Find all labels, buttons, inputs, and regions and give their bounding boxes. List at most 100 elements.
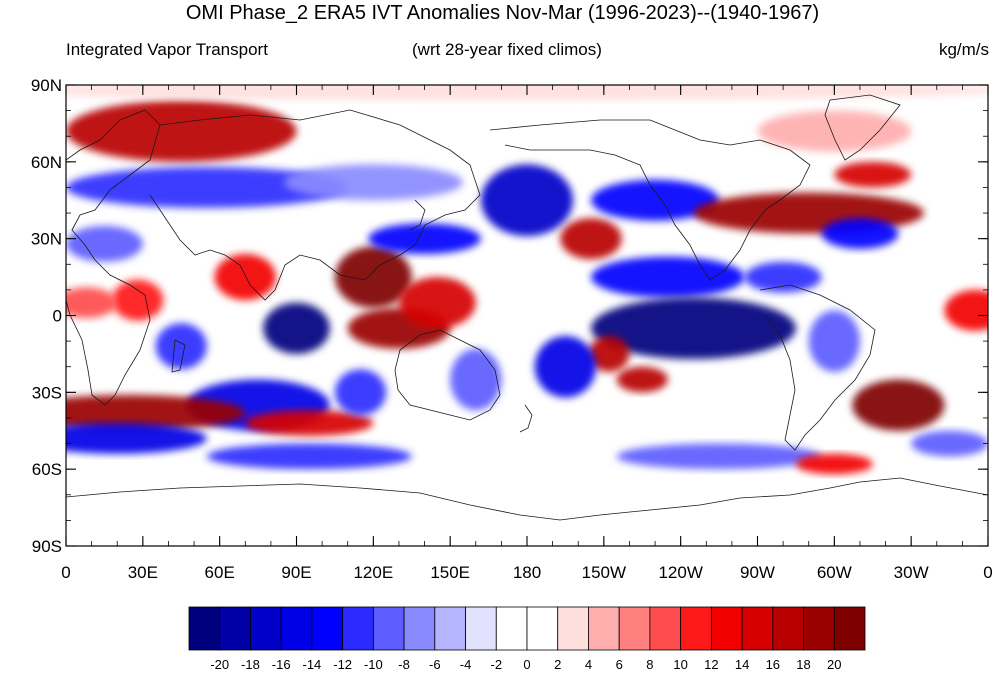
lon-tick-label: 150W (582, 563, 626, 582)
colorbar-label: -2 (490, 657, 502, 672)
anomaly-blob-10 (155, 323, 207, 370)
colorbar-label: 18 (796, 657, 810, 672)
anomaly-blob-15 (334, 246, 412, 308)
colorbar-label: 0 (523, 657, 530, 672)
units-label: kg/m/s (938, 40, 989, 59)
coast-north-america (489, 119, 811, 281)
colorbar (188, 606, 866, 651)
lat-tick-label: 30N (31, 230, 62, 249)
colorbar-label: 2 (554, 657, 561, 672)
anomaly-blob-23 (591, 179, 720, 221)
anomaly-blob-31 (834, 161, 912, 188)
left-subtitle: Integrated Vapor Transport (66, 40, 268, 59)
anomaly-blob-3 (283, 164, 463, 201)
anomaly-blob-35 (852, 379, 945, 431)
lat-tick-label: 60S (32, 460, 62, 479)
lon-tick-label: 30W (894, 563, 929, 582)
lat-tick-label: 90N (31, 76, 62, 95)
coast-australia (394, 329, 501, 421)
anomaly-blob-38 (911, 430, 988, 457)
colorbar-label: 8 (646, 657, 653, 672)
anomaly-blob-11 (66, 394, 246, 431)
colorbar-swatch (588, 606, 620, 651)
colorbar-swatch (680, 606, 712, 651)
colorbar-swatch (403, 606, 436, 651)
colorbar-label: -6 (429, 657, 441, 672)
lon-tick-label: 60E (205, 563, 235, 582)
lat-tick-label: 0 (53, 307, 62, 326)
colorbar-swatch (465, 606, 497, 651)
anomaly-blob-18 (368, 223, 481, 255)
lon-tick-label: 0 (61, 563, 70, 582)
lon-tick-label: 30E (128, 563, 158, 582)
center-subtitle: (wrt 28-year fixed climos) (412, 40, 602, 59)
anomaly-blob-39 (795, 453, 873, 475)
coast-japan (409, 199, 426, 231)
colorbar-swatch (803, 606, 835, 651)
colorbar-swatch (219, 606, 251, 651)
colorbar-label: -20 (210, 657, 229, 672)
anomaly-blob-28 (616, 366, 668, 393)
anomaly-blob-13 (206, 443, 412, 470)
colorbar-label: 6 (616, 657, 623, 672)
anomaly-blob-37 (944, 289, 988, 331)
colorbar-label: 4 (585, 657, 592, 672)
colorbar-labels: -20 -18 -16 -14 -12 -10 -8 -6 -4 -2 0 2 4 6 8 10 12 14 16 1… (210, 657, 841, 672)
lon-tick-label: 90W (740, 563, 775, 582)
colorbar-swatch (434, 606, 466, 651)
colorbar-swatch (280, 606, 313, 651)
colorbar-label: 14 (735, 657, 749, 672)
colorbar-swatch (342, 606, 374, 651)
coast-africa-europe (66, 109, 161, 406)
colorbar-swatch (833, 606, 866, 651)
coast-madagascar (171, 339, 186, 373)
anomaly-blob-6 (66, 287, 118, 319)
anomaly-blob-2 (66, 166, 348, 208)
anomaly-blob-17 (398, 277, 476, 329)
anomaly-blob-21 (480, 164, 574, 237)
colorbar-label: -16 (272, 657, 291, 672)
colorbar-swatch (188, 606, 221, 651)
anomaly-blob-12 (66, 423, 207, 454)
axis-ticks (65, 84, 989, 547)
anomaly-blob-36 (808, 310, 860, 372)
anomaly-blob-7 (214, 254, 277, 301)
lat-tick-label: 60N (31, 153, 62, 172)
anomaly-blob-32 (821, 218, 899, 249)
coast-new-zealand (519, 404, 533, 433)
lat-tick-label: 90S (32, 537, 62, 556)
anomaly-blob-33 (744, 261, 822, 293)
lat-tick-label: 30S (32, 383, 62, 402)
colorbar-swatch (495, 606, 528, 651)
lon-tick-label: 150E (430, 563, 470, 582)
axis-tick-labels: 0 30E 60E 90E 120E 150E 180 150W 120W 90W 60W 30W 0 9… (31, 76, 993, 582)
colorbar-swatch (618, 606, 651, 651)
colorbar-swatch (372, 606, 405, 651)
coast-greenland (824, 94, 901, 161)
anomaly-field (66, 85, 988, 475)
anomaly-blob-27 (534, 335, 597, 398)
lon-tick-label: 120W (658, 563, 702, 582)
colorbar-swatch (557, 606, 589, 651)
anomaly-blob-34 (757, 110, 912, 152)
colorbar-swatch (649, 606, 682, 651)
anomaly-blob-20 (450, 348, 502, 411)
colorbar-label: -14 (303, 657, 322, 672)
colorbar-label: -12 (333, 657, 352, 672)
anomaly-blob-26 (588, 335, 630, 372)
colorbar-swatch (311, 606, 344, 651)
anomaly-blob-14 (245, 410, 374, 436)
colorbar-label: -8 (398, 657, 410, 672)
colorbar-swatch (526, 606, 559, 651)
anomaly-blob-4 (66, 225, 143, 262)
colorbar-label: 16 (766, 657, 780, 672)
colorbar-swatch (772, 606, 804, 651)
colorbar-label: 20 (827, 657, 841, 672)
anomaly-blob-5 (112, 279, 164, 321)
colorbar-label: -10 (364, 657, 383, 672)
anomaly-blob-8 (263, 302, 330, 354)
lon-tick-label: 180 (513, 563, 541, 582)
coast-antarctica (66, 477, 988, 521)
figure-title: OMI Phase_2 ERA5 IVT Anomalies Nov-Mar (… (185, 2, 820, 24)
